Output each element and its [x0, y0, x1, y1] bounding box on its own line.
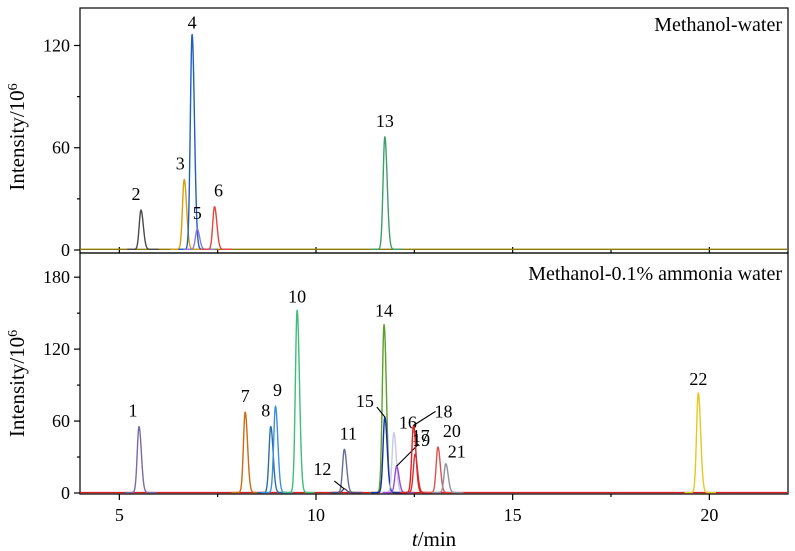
peak-10-trace: [282, 309, 316, 494]
y-tick-label: 120: [43, 35, 70, 55]
peak-13-trace: [370, 136, 404, 251]
peak-12-label: 12: [313, 459, 331, 479]
peak-2-trace: [126, 209, 160, 251]
y-axis-title-exponent: 6: [6, 83, 21, 90]
peak-17-label: 17: [412, 426, 430, 446]
peak-2-label: 2: [131, 184, 140, 204]
peak-15-trace: [370, 416, 404, 494]
y-axis-title-base: Intensity/10: [5, 337, 29, 437]
peak-11-label: 11: [340, 423, 357, 443]
peak-20-trace: [423, 446, 457, 494]
x-axis-title-symbol: t: [412, 527, 419, 551]
peak-22-trace: [684, 392, 717, 494]
y-axis-title-base: Intensity/10: [5, 90, 29, 190]
peak-7-label: 7: [241, 386, 250, 406]
y-axis-title: Intensity/106: [5, 330, 29, 437]
peak-1-trace: [124, 425, 158, 494]
x-tick-label: 5: [115, 505, 124, 525]
x-tick-label: 20: [700, 505, 718, 525]
peak-15-label: 15: [356, 391, 374, 411]
x-axis-title: t/min: [412, 527, 457, 551]
peak-11-trace: [330, 448, 363, 494]
peak-18-label: 18: [435, 401, 453, 421]
peak-21-trace: [431, 463, 464, 494]
peak-20-label: 20: [443, 421, 461, 441]
peak-5-label: 5: [193, 203, 202, 223]
peak-6-trace: [200, 206, 233, 251]
x-axis: 5 10 15 20 t/min: [115, 494, 718, 551]
plot-frame: [79, 252, 789, 495]
y-tick-label: 0: [61, 483, 70, 503]
peak-16-label: 16: [399, 413, 417, 433]
peak-19-label: 19: [412, 430, 430, 450]
peak-6-label: 6: [214, 181, 223, 201]
panel-title: Methanol-0.1% ammonia water: [528, 263, 782, 285]
peak-3-trace: [169, 178, 203, 251]
x-tick-label: 15: [504, 505, 522, 525]
plot-frame: [79, 7, 789, 254]
x-tick-label: 10: [307, 505, 325, 525]
panel-title: Methanol-water: [654, 14, 782, 36]
y-tick-label: 0: [61, 240, 70, 260]
peak-10-label: 10: [288, 286, 306, 306]
peak-13-label: 13: [376, 111, 394, 131]
peak-15-leader: [376, 406, 386, 418]
y-axis-title-exponent: 6: [6, 330, 21, 337]
peak-14-label: 14: [375, 301, 393, 321]
peak-16-trace: [379, 431, 413, 494]
y-tick-label: 60: [52, 138, 70, 158]
peak-12-leader: [333, 480, 345, 490]
peak-8-label: 8: [261, 401, 270, 421]
peak-22-label: 22: [689, 369, 707, 389]
peak-7-trace: [230, 411, 264, 494]
peak-4-label: 4: [188, 13, 197, 33]
y-tick-label: 120: [43, 339, 70, 359]
peak-1-label: 1: [129, 401, 138, 421]
y-axis-title: Intensity/106: [5, 83, 29, 190]
peak-12-trace: [330, 488, 363, 494]
x-axis-title-unit: /min: [418, 527, 457, 551]
peak-18-leader: [413, 410, 436, 426]
y-tick-label: 60: [52, 411, 70, 431]
peak-9-label: 9: [273, 380, 282, 400]
peak-3-label: 3: [176, 153, 185, 173]
peak-21-label: 21: [448, 442, 466, 462]
peak-17-leader: [396, 443, 420, 467]
y-tick-label: 180: [43, 267, 70, 287]
